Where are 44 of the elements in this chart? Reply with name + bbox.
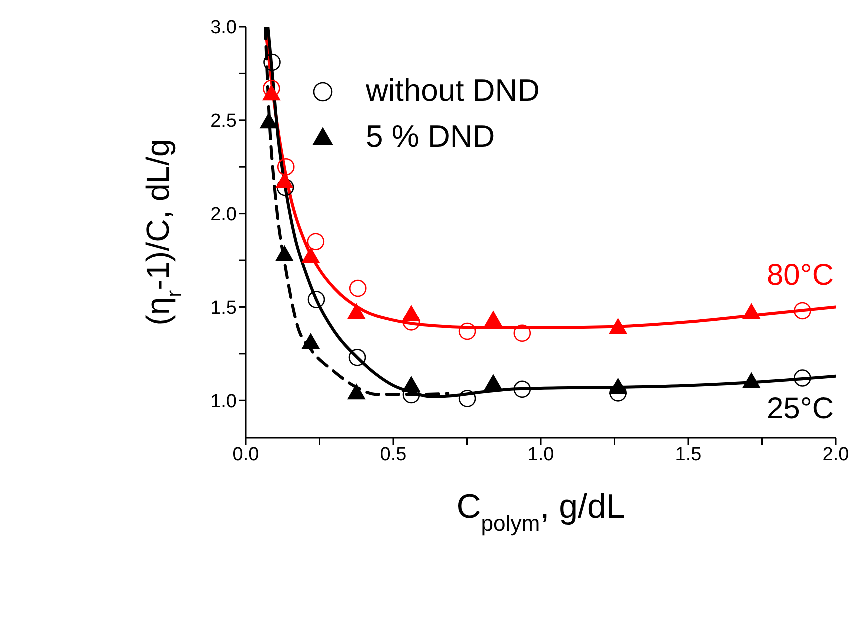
point [277, 158, 295, 176]
point [275, 172, 294, 188]
x-tick-label: 0.0 [232, 444, 260, 466]
x-tick-label: 0.5 [380, 444, 407, 466]
point [794, 370, 812, 387]
point [458, 390, 476, 408]
point [484, 310, 503, 327]
y-tick-label: 1.0 [210, 391, 237, 412]
x-tick-label: 2.0 [822, 444, 850, 466]
point [402, 376, 421, 392]
point [275, 245, 294, 262]
x-tick-label: 1.5 [675, 444, 702, 466]
point [307, 233, 325, 250]
point [742, 303, 761, 320]
point [347, 303, 366, 320]
x-axis-title: C$_{polym}$, g/dL [456, 488, 626, 536]
y-tick-label: 2.0 [210, 204, 237, 226]
point [302, 247, 320, 264]
y-tick-label: 2.5 [210, 111, 237, 132]
point [308, 291, 326, 308]
point [348, 349, 366, 366]
series-label: 25°C [766, 392, 834, 426]
point [347, 384, 366, 400]
y-tick-label: 1.5 [210, 298, 237, 319]
point [264, 54, 281, 72]
legend-label: 5 % DND [366, 119, 496, 155]
point [276, 179, 294, 196]
point [262, 84, 281, 101]
point [484, 374, 503, 390]
point [349, 280, 367, 298]
point [742, 372, 761, 388]
series-label: 80°C [766, 259, 834, 292]
point [609, 318, 628, 334]
x-tick-label: 1.0 [528, 444, 554, 466]
y-tick-label: 3.0 [210, 18, 237, 39]
point [514, 380, 532, 398]
point [402, 305, 421, 322]
point [794, 302, 812, 320]
point [610, 384, 627, 402]
point [458, 322, 476, 340]
point [302, 333, 320, 350]
legend-label: without DND [366, 73, 540, 109]
point [609, 378, 628, 394]
point [514, 324, 532, 342]
